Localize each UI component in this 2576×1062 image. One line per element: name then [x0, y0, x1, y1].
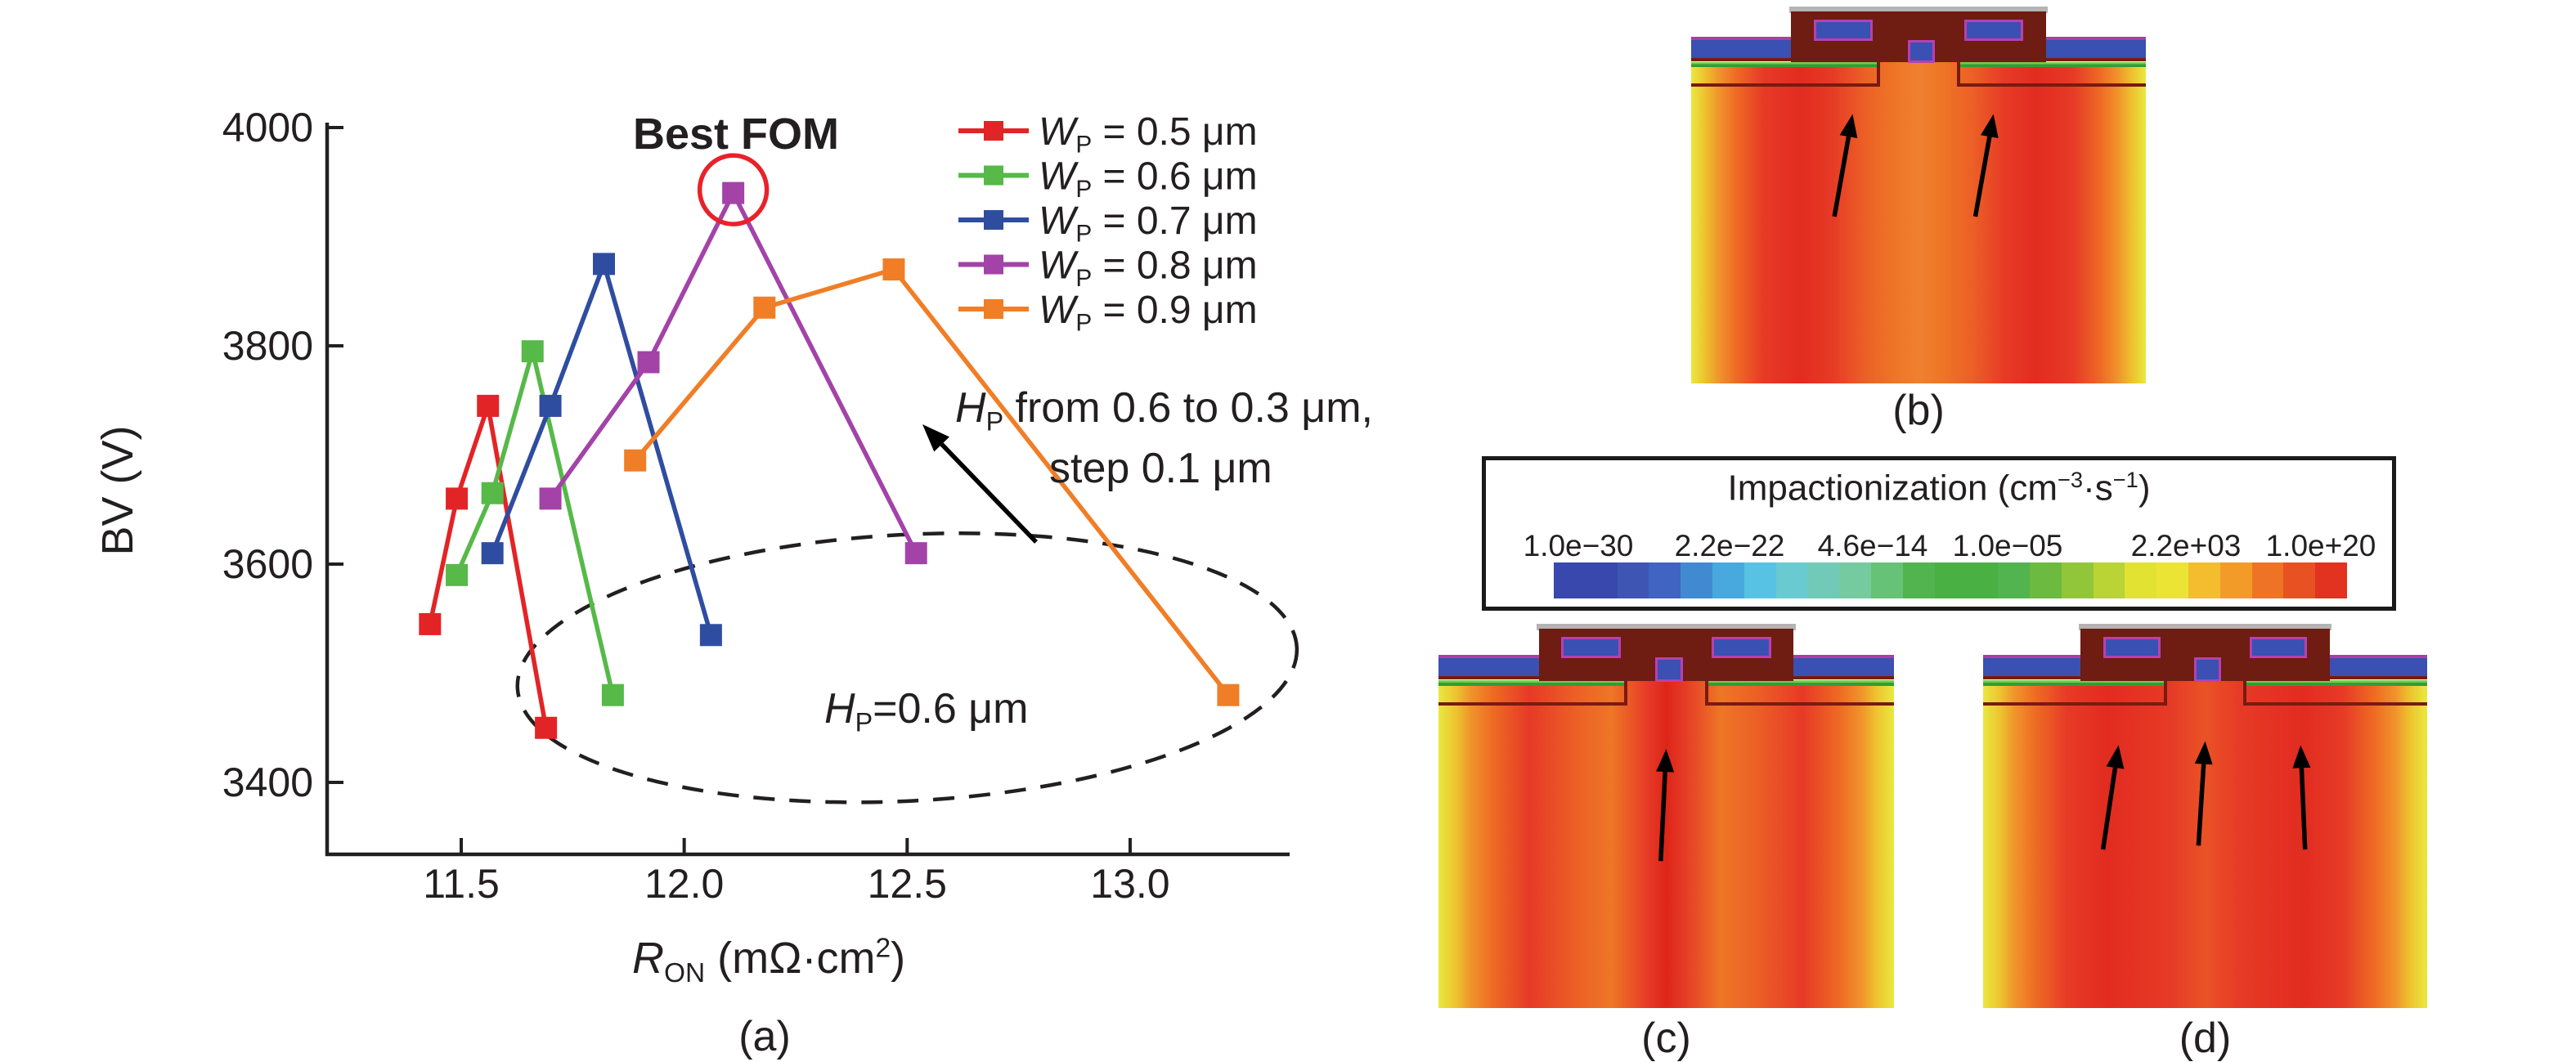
current-arrows — [2100, 741, 2311, 850]
panel-d-device-image — [1983, 621, 2427, 1008]
series-wp-0.8 — [539, 181, 927, 565]
best-fom-annotation: Best FOM — [633, 110, 839, 226]
series-wp-0.9 — [624, 258, 1240, 706]
current-arrows — [1656, 749, 1675, 862]
panel-a-label: (a) — [738, 1013, 791, 1060]
data-point — [535, 716, 558, 739]
data-point — [592, 253, 615, 276]
green-layer — [1438, 679, 1626, 686]
legend-label: WP = 0.5 μm — [1039, 110, 1258, 159]
green-layer — [1707, 679, 1894, 686]
data-point — [539, 394, 562, 417]
data-point — [601, 683, 624, 706]
colorbar-gradient — [1554, 562, 2347, 598]
data-point — [1217, 683, 1240, 706]
panel-d-label: (d) — [2179, 1015, 2232, 1062]
data-point — [539, 487, 562, 510]
data-point — [446, 563, 469, 586]
hp06-dashed-ellipse — [515, 531, 1299, 804]
top-metal-bar — [1536, 623, 1797, 630]
data-point — [481, 542, 504, 565]
legend-label: WP = 0.7 μm — [1039, 199, 1258, 248]
colorbar-tick: 1.0e−05 — [1952, 529, 2063, 562]
colorbar-tick: 2.2e−22 — [1674, 529, 1785, 562]
colorbar-tick: 1.0e−30 — [1523, 529, 1634, 562]
data-point — [722, 181, 745, 204]
data-point — [477, 394, 500, 417]
hp06-label: HP=0.6 μm — [824, 685, 1028, 737]
data-point — [521, 340, 544, 363]
colorbar-tick: 2.2e+03 — [2130, 529, 2242, 562]
best-fom-text: Best FOM — [633, 110, 839, 159]
svg-text:step 0.1 μm: step 0.1 μm — [1049, 445, 1272, 492]
green-layer — [1983, 679, 2165, 686]
svg-text:12.5: 12.5 — [868, 861, 947, 907]
green-layer — [1691, 60, 1878, 67]
svg-text:11.5: 11.5 — [423, 861, 500, 907]
source-region — [2103, 636, 2161, 659]
source-region — [1712, 636, 1771, 659]
top-metal-bar — [1788, 6, 2049, 13]
legend-label: WP = 0.9 μm — [1039, 289, 1258, 337]
colorbar-tick: 1.0e+20 — [2265, 529, 2376, 562]
data-point — [446, 487, 469, 510]
best-fom-circle — [697, 153, 770, 226]
p-pillar-outline — [1438, 676, 1628, 706]
source-region — [1561, 636, 1621, 659]
data-point — [624, 449, 647, 472]
data-point — [419, 612, 442, 635]
p-pillar-outline — [1691, 57, 1880, 87]
p-pillar-outline — [1704, 676, 1894, 706]
legend-label: WP = 0.6 μm — [1039, 155, 1258, 204]
source-region — [1814, 19, 1874, 41]
data-point — [753, 296, 776, 319]
panel-c-device-image — [1438, 621, 1894, 1008]
p-pillar-outline — [2242, 676, 2427, 706]
colorbar-tick: 4.6e−14 — [1817, 529, 1928, 562]
hp-sweep-arrow — [922, 424, 1038, 544]
series-wp-0.5 — [419, 394, 558, 739]
panel-b-device-image — [1691, 4, 2146, 383]
panel-c-label: (c) — [1641, 1015, 1691, 1062]
legend-label: WP = 0.8 μm — [1039, 244, 1258, 293]
svg-text:3800: 3800 — [222, 323, 313, 369]
svg-text:12.0: 12.0 — [644, 861, 724, 907]
gate-tab — [1655, 657, 1683, 682]
series-wp-0.6 — [446, 340, 624, 706]
data-point — [637, 351, 660, 374]
svg-text:3600: 3600 — [222, 541, 313, 587]
axes: 3400 3600 3800 4000 11.5 12.0 12.5 13.0 RON (mΩ·… — [93, 105, 1290, 988]
drift-region-heatmap — [1983, 677, 2427, 1008]
drift-region-heatmap — [1438, 677, 1894, 1008]
data-point — [481, 482, 504, 504]
svg-text:13.0: 13.0 — [1090, 861, 1169, 907]
panel-b-label: (b) — [1892, 387, 1945, 434]
drift-region-heatmap — [1691, 59, 2146, 383]
source-region — [1963, 19, 2023, 41]
data-point — [882, 258, 905, 281]
svg-text:HP from 0.6 to 0.3 μm,: HP from 0.6 to 0.3 μm, — [955, 384, 1373, 436]
gate-tab — [2194, 657, 2222, 682]
current-arrows — [1832, 114, 1999, 217]
top-metal-bar — [2078, 623, 2332, 630]
p-pillar-outline — [1983, 676, 2168, 706]
data-point — [904, 542, 927, 565]
gate-tab — [1907, 39, 1935, 64]
x-axis-title: RON (mΩ·cm2) — [632, 934, 905, 988]
colorbar-title: Impactionization (cm−3·s−1) — [1727, 467, 2151, 509]
svg-text:3400: 3400 — [222, 760, 313, 805]
data-point — [699, 624, 722, 647]
panel-a-chart: 3400 3600 3800 4000 11.5 12.0 12.5 13.0 RON (mΩ·… — [93, 105, 1373, 988]
y-axis-title: BV (V) — [93, 425, 142, 555]
colorbar-legend: Impactionization (cm−3·s−1) 1.0e−30 2.2e−… — [1482, 456, 2396, 611]
p-pillar-outline — [1957, 57, 2146, 87]
hp-sweep-text: HP from 0.6 to 0.3 μm, step 0.1 μm — [955, 384, 1373, 492]
source-region — [2249, 636, 2308, 659]
green-layer — [1959, 60, 2146, 67]
svg-text:4000: 4000 — [222, 105, 313, 150]
green-layer — [2245, 679, 2427, 686]
series-wp-0.7 — [481, 253, 722, 647]
